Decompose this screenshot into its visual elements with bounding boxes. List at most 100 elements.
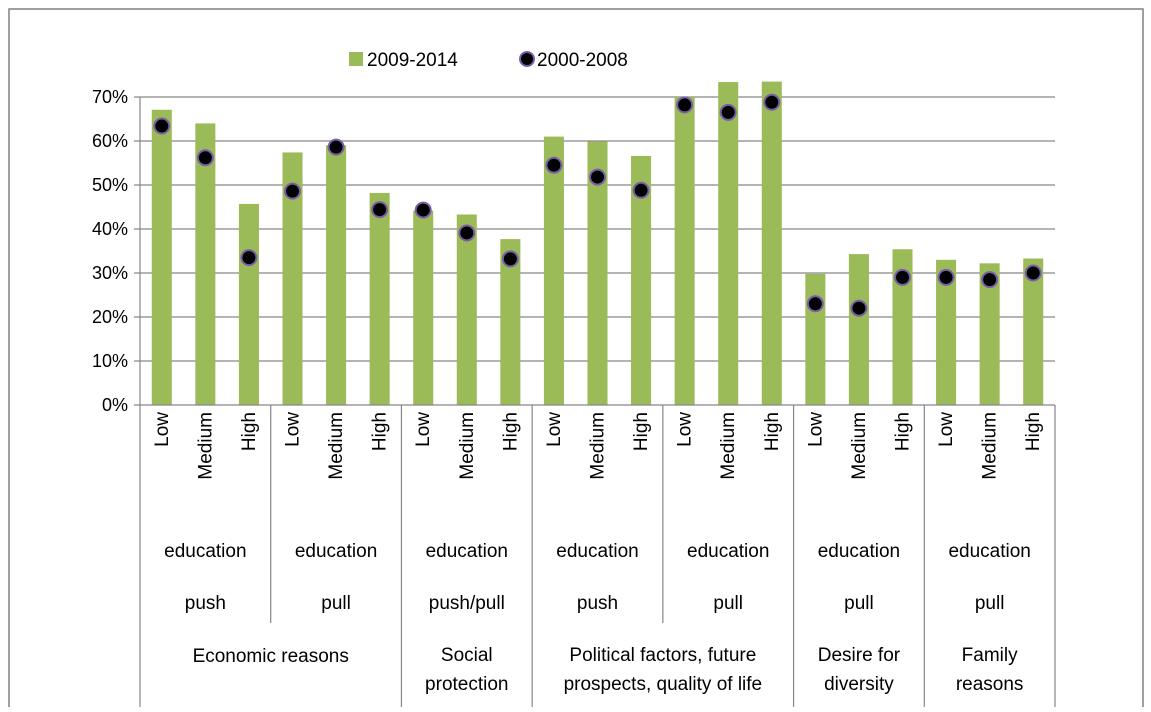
bar <box>326 145 347 405</box>
x-category-label: Medium <box>849 412 870 480</box>
data-point <box>850 299 868 317</box>
data-point <box>763 93 781 111</box>
legend: 2009-2014 2000-2008 <box>349 50 628 71</box>
x-category-label: Medium <box>457 412 478 480</box>
bar <box>500 239 521 405</box>
x-category-label: High <box>370 412 391 451</box>
bar <box>979 263 1000 405</box>
x-group-label-level4: diversity <box>824 674 894 695</box>
y-tick-label: 40% <box>92 219 128 239</box>
x-group-label-level4: Social <box>441 645 493 666</box>
x-category-label: Low <box>152 412 173 447</box>
x-category-label: Low <box>544 412 565 447</box>
y-tick-label: 70% <box>92 87 128 107</box>
bar <box>456 214 477 405</box>
x-category-label: High <box>631 412 652 451</box>
bar <box>631 155 652 405</box>
x-category-label: Low <box>413 412 434 447</box>
x-category-label: Low <box>805 412 826 447</box>
bar <box>543 136 564 405</box>
data-point <box>240 249 258 267</box>
data-point <box>501 250 519 268</box>
y-tick-label: 60% <box>92 131 128 151</box>
bar <box>805 273 826 405</box>
legend-swatch-marker <box>519 51 535 67</box>
x-group-label-level3: pull <box>975 593 1005 614</box>
x-group-label-level4: protection <box>425 674 508 695</box>
y-tick-label: 50% <box>92 175 128 195</box>
bar <box>892 249 913 405</box>
data-point <box>196 149 214 167</box>
x-category-label: Medium <box>588 412 609 480</box>
x-axis: Low Medium High Low Medium High Low Medium High L… <box>139 404 1056 707</box>
x-category-label: Low <box>675 412 696 447</box>
x-group-label-level3: push/pull <box>429 593 505 614</box>
y-tick-label: 0% <box>102 395 128 415</box>
data-point <box>327 138 345 156</box>
y-tick-label: 20% <box>92 307 128 327</box>
x-group-label-level3: push <box>577 593 618 614</box>
data-point <box>937 268 955 286</box>
x-group-label-level4: Desire for <box>818 645 901 666</box>
data-point <box>981 271 999 289</box>
data-point <box>153 117 171 135</box>
x-category-label: Low <box>936 412 957 447</box>
bar <box>718 82 739 405</box>
bar <box>369 192 390 405</box>
x-category-label: Medium <box>195 412 216 480</box>
x-category-label: High <box>893 412 914 451</box>
x-group-label-level4: reasons <box>956 674 1024 695</box>
x-category-label: Low <box>283 412 304 447</box>
legend-label: 2000-2008 <box>537 50 628 71</box>
x-category-label: Medium <box>326 412 347 480</box>
x-group-label-level4: Family <box>962 645 1018 666</box>
bar <box>238 203 259 405</box>
data-point <box>414 201 432 219</box>
bar <box>151 109 172 405</box>
x-category-label: Medium <box>980 412 1001 480</box>
bar <box>282 152 303 405</box>
x-group-label-level4: Economic reasons <box>193 646 349 667</box>
y-tick-label: 10% <box>92 351 128 371</box>
data-point <box>719 103 737 121</box>
bar <box>848 254 869 405</box>
data-point <box>458 224 476 242</box>
data-point <box>284 182 301 200</box>
data-point <box>1024 264 1042 282</box>
legend-label: 2009-2014 <box>367 50 458 71</box>
x-category-label: Medium <box>718 412 739 480</box>
data-point <box>632 181 650 199</box>
legend-swatch-bar <box>349 52 363 66</box>
x-group-label-level3: pull <box>713 593 743 614</box>
bar <box>674 97 695 405</box>
data-point <box>676 96 694 114</box>
bar <box>195 123 216 406</box>
data-point <box>806 295 824 313</box>
bar-series <box>151 81 1044 406</box>
x-group-label-level3: pull <box>844 593 874 614</box>
x-category-label: High <box>239 412 260 451</box>
x-group-label-level3: push <box>185 593 226 614</box>
data-point <box>545 156 563 174</box>
bar <box>936 259 957 405</box>
data-point <box>589 168 606 186</box>
bar <box>761 81 782 405</box>
x-group-label-level2: education <box>426 541 508 562</box>
data-point <box>894 268 911 286</box>
x-group-label-level3: pull <box>321 593 351 614</box>
x-group-label-level2: education <box>687 541 769 562</box>
x-category-label: High <box>762 412 783 451</box>
x-category-label: High <box>1023 412 1044 451</box>
x-category-label: High <box>500 412 521 451</box>
x-group-label-level2: education <box>948 541 1030 562</box>
bar <box>413 210 434 405</box>
y-tick-label: 30% <box>92 263 128 283</box>
x-group-label-level2: education <box>556 541 638 562</box>
x-group-label-level2: education <box>295 541 377 562</box>
bar <box>587 141 608 405</box>
data-point <box>371 201 389 219</box>
x-group-label-level2: education <box>164 541 246 562</box>
y-axis: 0% 10% 20% 30% 40% 50% 60% 70% <box>92 87 141 415</box>
